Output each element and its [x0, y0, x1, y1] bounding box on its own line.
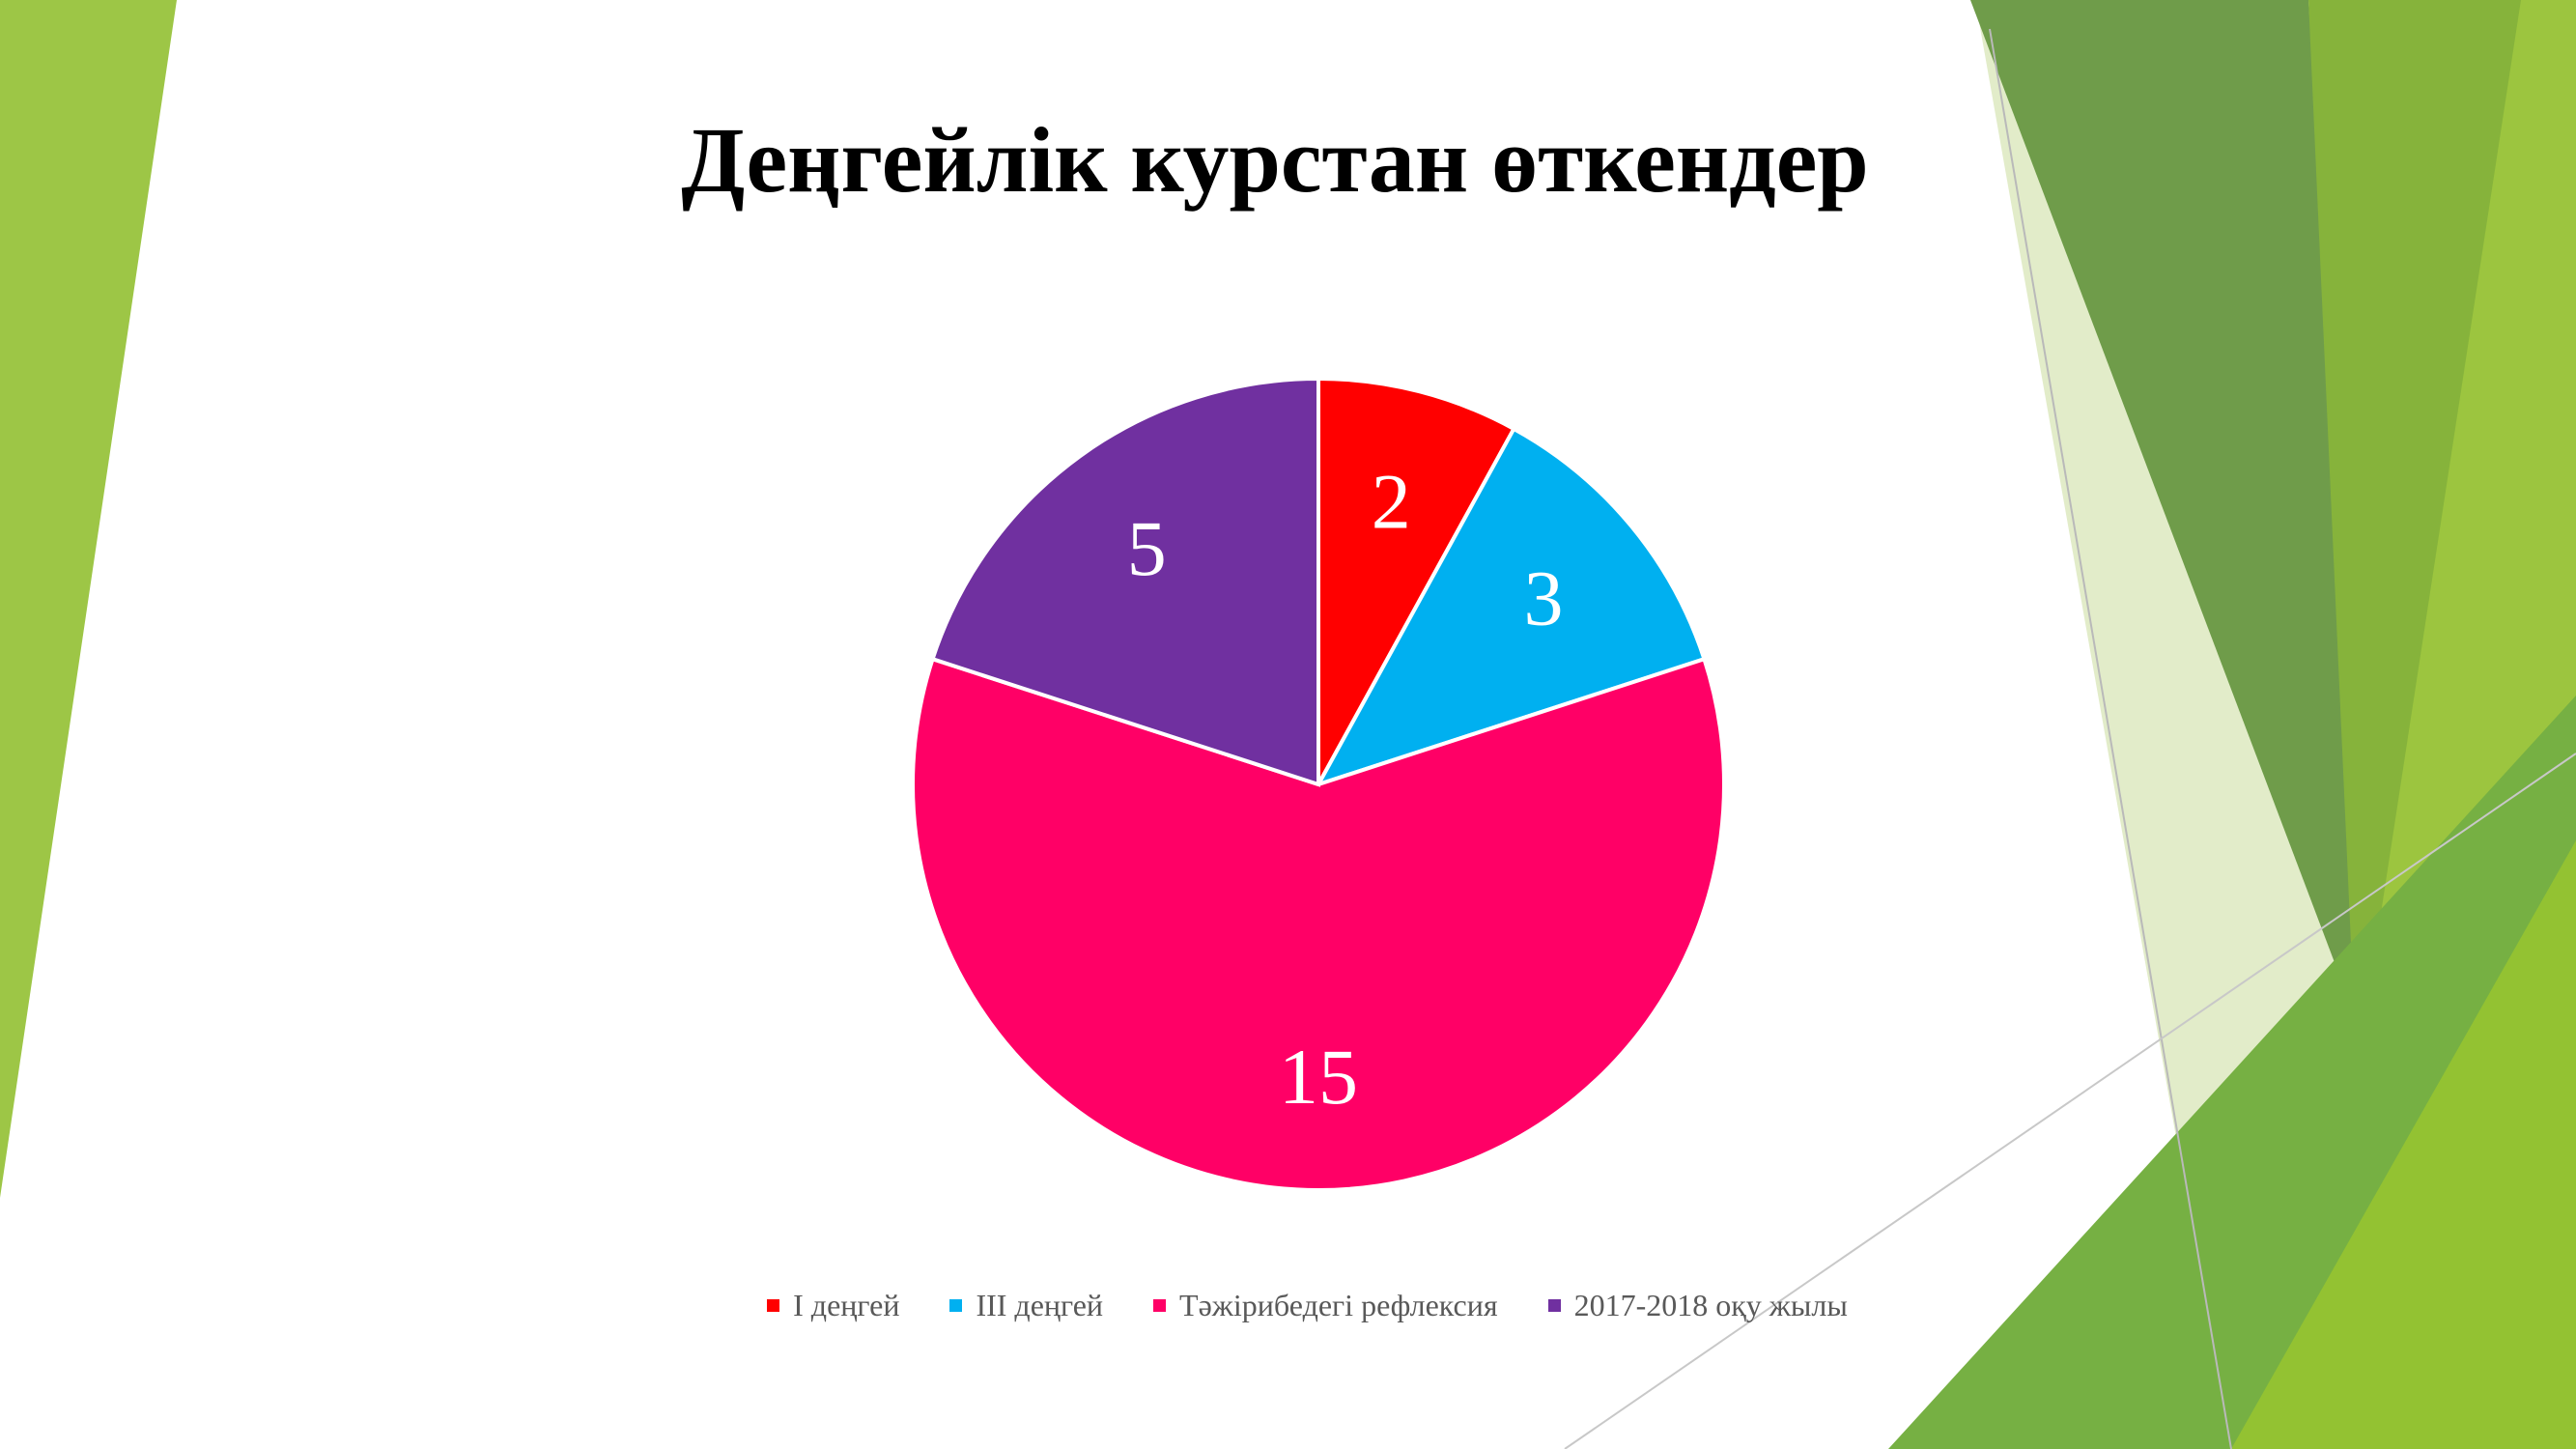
legend-swatch [767, 1299, 780, 1312]
pie-slice-3 [911, 656, 1726, 1192]
pie-data-label-3: 15 [1279, 1033, 1358, 1121]
pie-data-label-1: 2 [1372, 458, 1411, 546]
pie-slice-2 [1314, 426, 1707, 788]
legend-swatch [1547, 1299, 1561, 1312]
chart-legend: І деңгей ІІІ деңгей Тәжірибедегі рефлексия… [0, 1288, 2576, 1323]
right-dark-green-shape [1970, 0, 2376, 1072]
thin-diagonal-line-1 [1989, 28, 2232, 1449]
pie-data-label-2: 3 [1524, 554, 1564, 642]
legend-item-4: 2017-2018 оқу жылы [1547, 1288, 1848, 1323]
legend-item-1: І деңгей [767, 1288, 899, 1323]
chart-title: Деңгейлік курстан өткендер [681, 108, 1869, 212]
bottom-right-lime-triangle [2231, 840, 2576, 1449]
thin-diagonal-line-2 [1564, 753, 2576, 1449]
legend-item-2: ІІІ деңгей [949, 1288, 1103, 1323]
legend-label: І деңгей [793, 1288, 900, 1322]
pie-slice-4 [930, 376, 1320, 787]
legend-swatch [949, 1299, 963, 1312]
legend-label: Тәжірибедегі рефлексия [1179, 1288, 1498, 1322]
pie-data-label-4: 5 [1127, 504, 1167, 592]
left-green-band [0, 0, 177, 1198]
legend-swatch [1153, 1299, 1167, 1312]
pie-slice-1 [1316, 376, 1517, 785]
legend-label: 2017-2018 оқу жылы [1573, 1288, 1848, 1322]
legend-item-3: Тәжірибедегі рефлексия [1153, 1288, 1498, 1323]
legend-label: ІІІ деңгей [976, 1288, 1104, 1322]
